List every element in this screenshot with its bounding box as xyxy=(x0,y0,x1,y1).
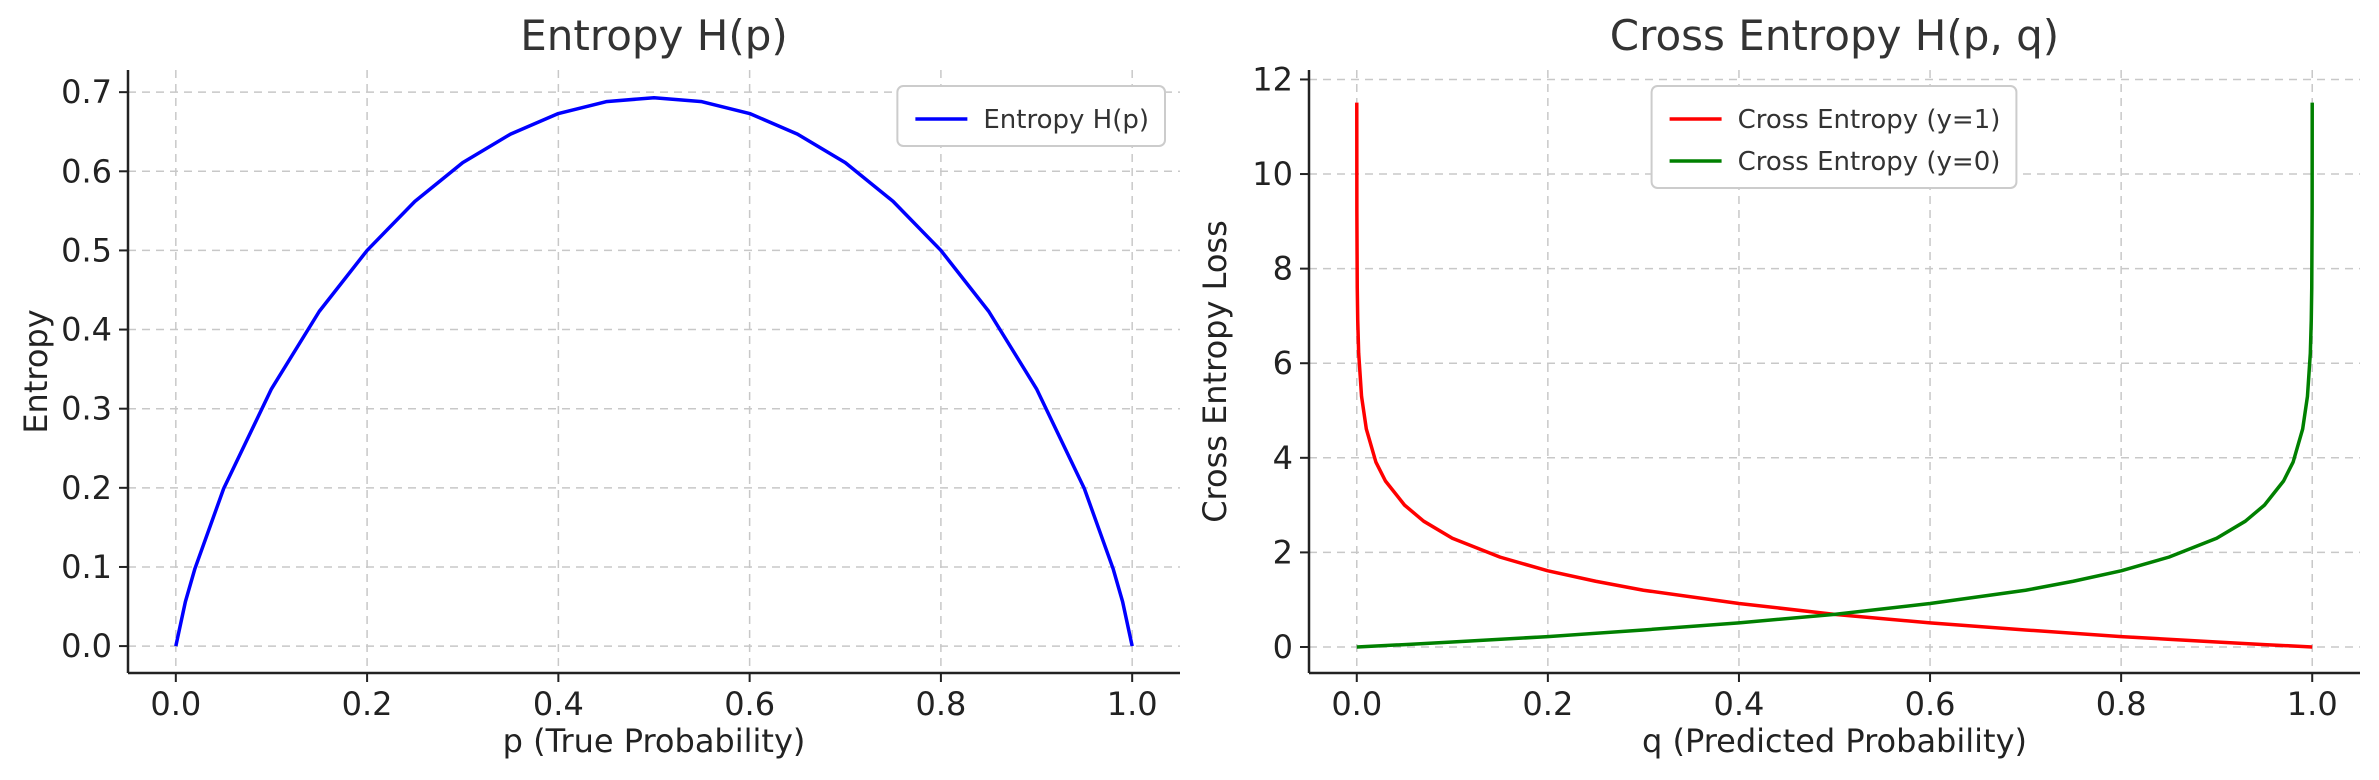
chart-panel-1: 0.0 0.2 0.4 0.6 0.8 1.0 0.0 0.1 0.2 0.3 0.4 0.5 0.6 0… xyxy=(17,11,1180,760)
legend-box xyxy=(1650,85,2018,189)
series-line-1 xyxy=(1355,102,2313,649)
y-tick-label: 0.2 xyxy=(61,469,112,507)
legend-label: Cross Entropy (y=0) xyxy=(1738,147,2001,177)
legend: Entropy H(p) xyxy=(896,85,1166,147)
series-line-2 xyxy=(1356,102,2314,649)
chart-title: Cross Entropy H(p, q) xyxy=(1610,11,2059,60)
chart-title: Entropy H(p) xyxy=(520,11,788,60)
y-tick-label: 4 xyxy=(1273,439,1293,477)
legend-label: Entropy H(p) xyxy=(983,105,1149,135)
y-tick-label: 0.5 xyxy=(61,231,112,269)
x-tick-label: 0.8 xyxy=(915,685,966,723)
x-tick-label: 0.8 xyxy=(2096,685,2147,723)
y-axis-label: Entropy xyxy=(17,309,55,433)
y-axis-label: Cross Entropy Loss xyxy=(1196,220,1234,523)
chart-panel-2: 0.0 0.2 0.4 0.6 0.8 1.0 0 2 4 6 8 10 12 Cross Entropy… xyxy=(1196,11,2360,760)
x-tick-label: 1.0 xyxy=(1107,685,1158,723)
y-tick-label: 8 xyxy=(1273,250,1293,288)
x-tick-label: 0.4 xyxy=(533,685,584,723)
y-tick-label: 0.0 xyxy=(61,627,112,665)
x-tick-label: 0.4 xyxy=(1714,685,1765,723)
legend-label: Cross Entropy (y=1) xyxy=(1738,105,2001,135)
x-tick-label: 0.2 xyxy=(342,685,393,723)
x-axis-label: q (Predicted Probability) xyxy=(1642,722,2027,760)
x-tick-label: 1.0 xyxy=(2287,685,2338,723)
y-tick-label: 0 xyxy=(1273,628,1293,666)
x-tick-label: 0.6 xyxy=(724,685,775,723)
y-tick-label: 0.7 xyxy=(61,73,112,111)
y-tick-label: 2 xyxy=(1273,533,1293,571)
legend-box xyxy=(896,85,1166,147)
y-tick-label: 0.6 xyxy=(61,152,112,190)
legend: Cross Entropy (y=1) Cross Entropy (y=0) xyxy=(1650,85,2018,189)
x-tick-label: 0.6 xyxy=(1905,685,1956,723)
x-tick-label: 0.2 xyxy=(1522,685,1573,723)
y-tick-label: 6 xyxy=(1273,344,1293,382)
y-tick-label: 10 xyxy=(1252,155,1293,193)
y-tick-label: 12 xyxy=(1252,60,1293,98)
y-tick-label: 0.3 xyxy=(61,390,112,428)
y-tick-label: 0.1 xyxy=(61,548,112,586)
x-axis-label: p (True Probability) xyxy=(503,722,806,760)
x-tick-label: 0.0 xyxy=(150,685,201,723)
y-tick-label: 0.4 xyxy=(61,311,112,349)
x-tick-label: 0.0 xyxy=(1331,685,1382,723)
series-line-1 xyxy=(174,95,1134,647)
